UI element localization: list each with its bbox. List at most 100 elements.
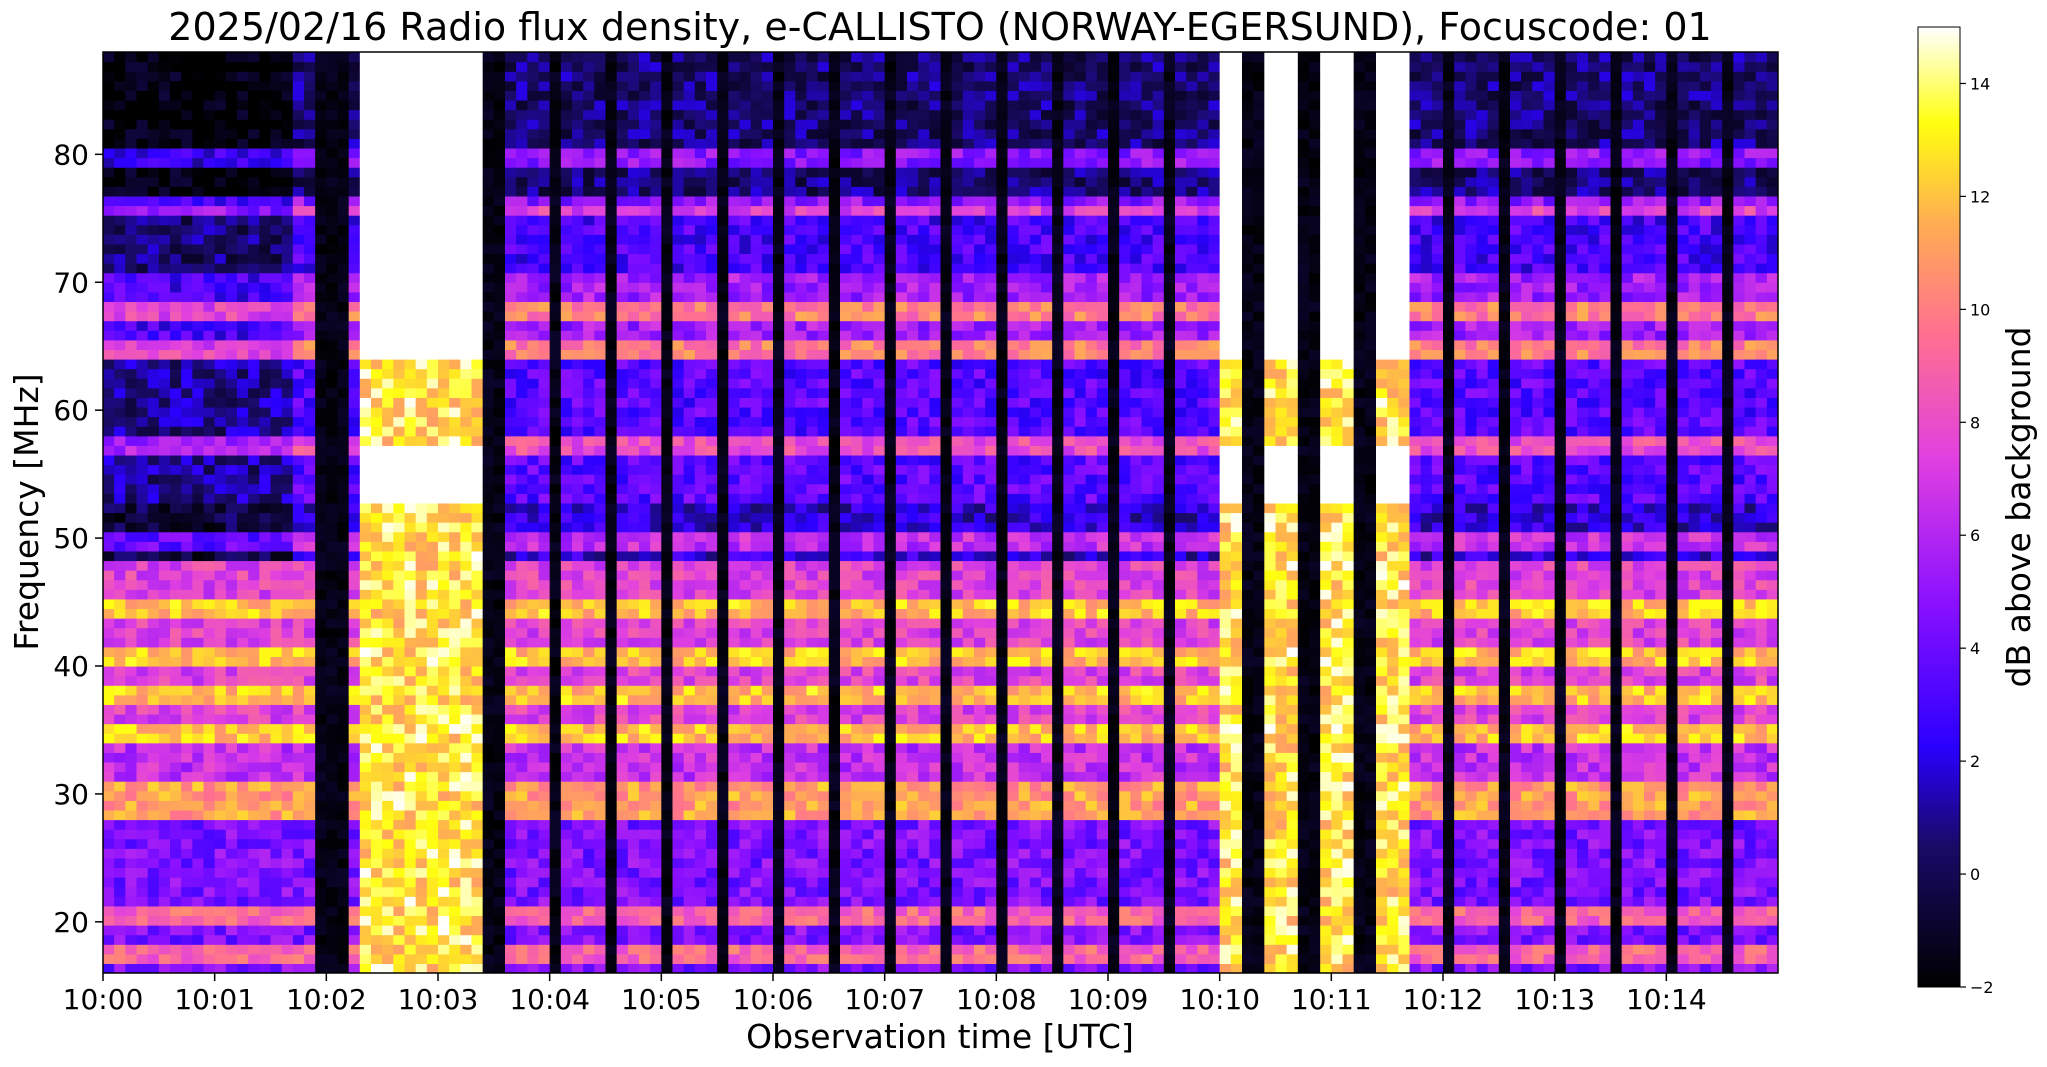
heatmap-cell xyxy=(137,474,149,484)
heatmap-cell xyxy=(237,570,249,580)
heatmap-cell xyxy=(539,666,551,676)
heatmap-cell xyxy=(237,311,249,321)
heatmap-cell xyxy=(271,628,283,638)
heatmap-cell xyxy=(628,541,640,551)
heatmap-cell xyxy=(293,647,305,657)
heatmap-cell xyxy=(304,954,316,964)
heatmap-cell xyxy=(237,301,249,311)
heatmap-cell xyxy=(226,695,238,705)
heatmap-cell xyxy=(516,349,528,359)
heatmap-cell xyxy=(159,906,171,916)
heatmap-cell xyxy=(315,388,327,398)
heatmap-cell xyxy=(516,378,528,388)
heatmap-cell xyxy=(628,301,640,311)
heatmap-cell xyxy=(103,426,115,436)
heatmap-cell xyxy=(349,944,361,954)
heatmap-cell xyxy=(192,560,204,570)
heatmap-cell xyxy=(393,551,405,561)
heatmap-cell xyxy=(170,90,182,100)
heatmap-cell xyxy=(192,580,204,590)
heatmap-cell xyxy=(326,119,338,129)
heatmap-cell xyxy=(639,724,651,734)
heatmap-cell xyxy=(259,263,271,273)
heatmap-cell xyxy=(315,110,327,120)
heatmap-cell xyxy=(449,915,461,925)
heatmap-cell xyxy=(617,925,629,935)
heatmap-cell xyxy=(326,791,338,801)
heatmap-cell xyxy=(271,820,283,830)
heatmap-cell xyxy=(639,273,651,283)
heatmap-cell xyxy=(472,465,484,475)
heatmap-cell xyxy=(148,445,160,455)
heatmap-cell xyxy=(673,896,685,906)
heatmap-cell xyxy=(349,887,361,897)
heatmap-cell xyxy=(494,426,506,436)
heatmap-cell xyxy=(293,906,305,916)
heatmap-cell xyxy=(159,234,171,244)
heatmap-cell xyxy=(449,580,461,590)
heatmap-cell xyxy=(215,138,227,148)
heatmap-cell xyxy=(170,580,182,590)
heatmap-cell xyxy=(561,301,573,311)
heatmap-cell xyxy=(494,676,506,686)
heatmap-cell xyxy=(539,906,551,916)
heatmap-cell xyxy=(639,503,651,513)
heatmap-cell xyxy=(137,138,149,148)
heatmap-cell xyxy=(393,541,405,551)
heatmap-cell xyxy=(338,138,350,148)
heatmap-cell xyxy=(338,666,350,676)
heatmap-cell xyxy=(237,954,249,964)
heatmap-cell xyxy=(527,532,539,542)
heatmap-cell xyxy=(371,532,383,542)
heatmap-cell xyxy=(438,887,450,897)
heatmap-cell xyxy=(416,129,428,139)
heatmap-cell xyxy=(527,292,539,302)
heatmap-cell xyxy=(639,417,651,427)
heatmap-cell xyxy=(315,954,327,964)
heatmap-cell xyxy=(561,455,573,465)
heatmap-cell xyxy=(539,704,551,714)
heatmap-cell xyxy=(416,656,428,666)
heatmap-cell xyxy=(416,599,428,609)
heatmap-cell xyxy=(371,407,383,417)
heatmap-cell xyxy=(159,493,171,503)
heatmap-cell xyxy=(159,206,171,216)
heatmap-cell xyxy=(405,349,417,359)
heatmap-cell xyxy=(393,186,405,196)
heatmap-cell xyxy=(617,791,629,801)
heatmap-cell xyxy=(427,848,439,858)
heatmap-cell xyxy=(103,311,115,321)
heatmap-cell xyxy=(405,772,417,782)
heatmap-cell xyxy=(505,704,517,714)
heatmap-cell xyxy=(349,647,361,657)
heatmap-cell xyxy=(148,820,160,830)
heatmap-cell xyxy=(360,397,372,407)
heatmap-cell xyxy=(125,292,137,302)
heatmap-cell xyxy=(371,743,383,753)
heatmap-cell xyxy=(215,503,227,513)
heatmap-cell xyxy=(170,177,182,187)
heatmap-cell xyxy=(617,340,629,350)
heatmap-cell xyxy=(650,628,662,638)
heatmap-cell xyxy=(360,465,372,475)
heatmap-cell xyxy=(360,378,372,388)
heatmap-cell xyxy=(338,167,350,177)
heatmap-cell xyxy=(438,560,450,570)
heatmap-cell xyxy=(639,426,651,436)
heatmap-cell xyxy=(505,676,517,686)
heatmap-cell xyxy=(192,896,204,906)
heatmap-cell xyxy=(494,513,506,523)
heatmap-cell xyxy=(472,944,484,954)
heatmap-cell xyxy=(226,417,238,427)
heatmap-cell xyxy=(427,714,439,724)
heatmap-cell xyxy=(460,90,472,100)
heatmap-cell xyxy=(550,301,562,311)
heatmap-cell xyxy=(148,800,160,810)
heatmap-cell xyxy=(460,340,472,350)
heatmap-cell xyxy=(617,378,629,388)
heatmap-cell xyxy=(282,656,294,666)
heatmap-cell xyxy=(628,110,640,120)
heatmap-cell xyxy=(159,848,171,858)
heatmap-cell xyxy=(472,513,484,523)
heatmap-cell xyxy=(125,877,137,887)
